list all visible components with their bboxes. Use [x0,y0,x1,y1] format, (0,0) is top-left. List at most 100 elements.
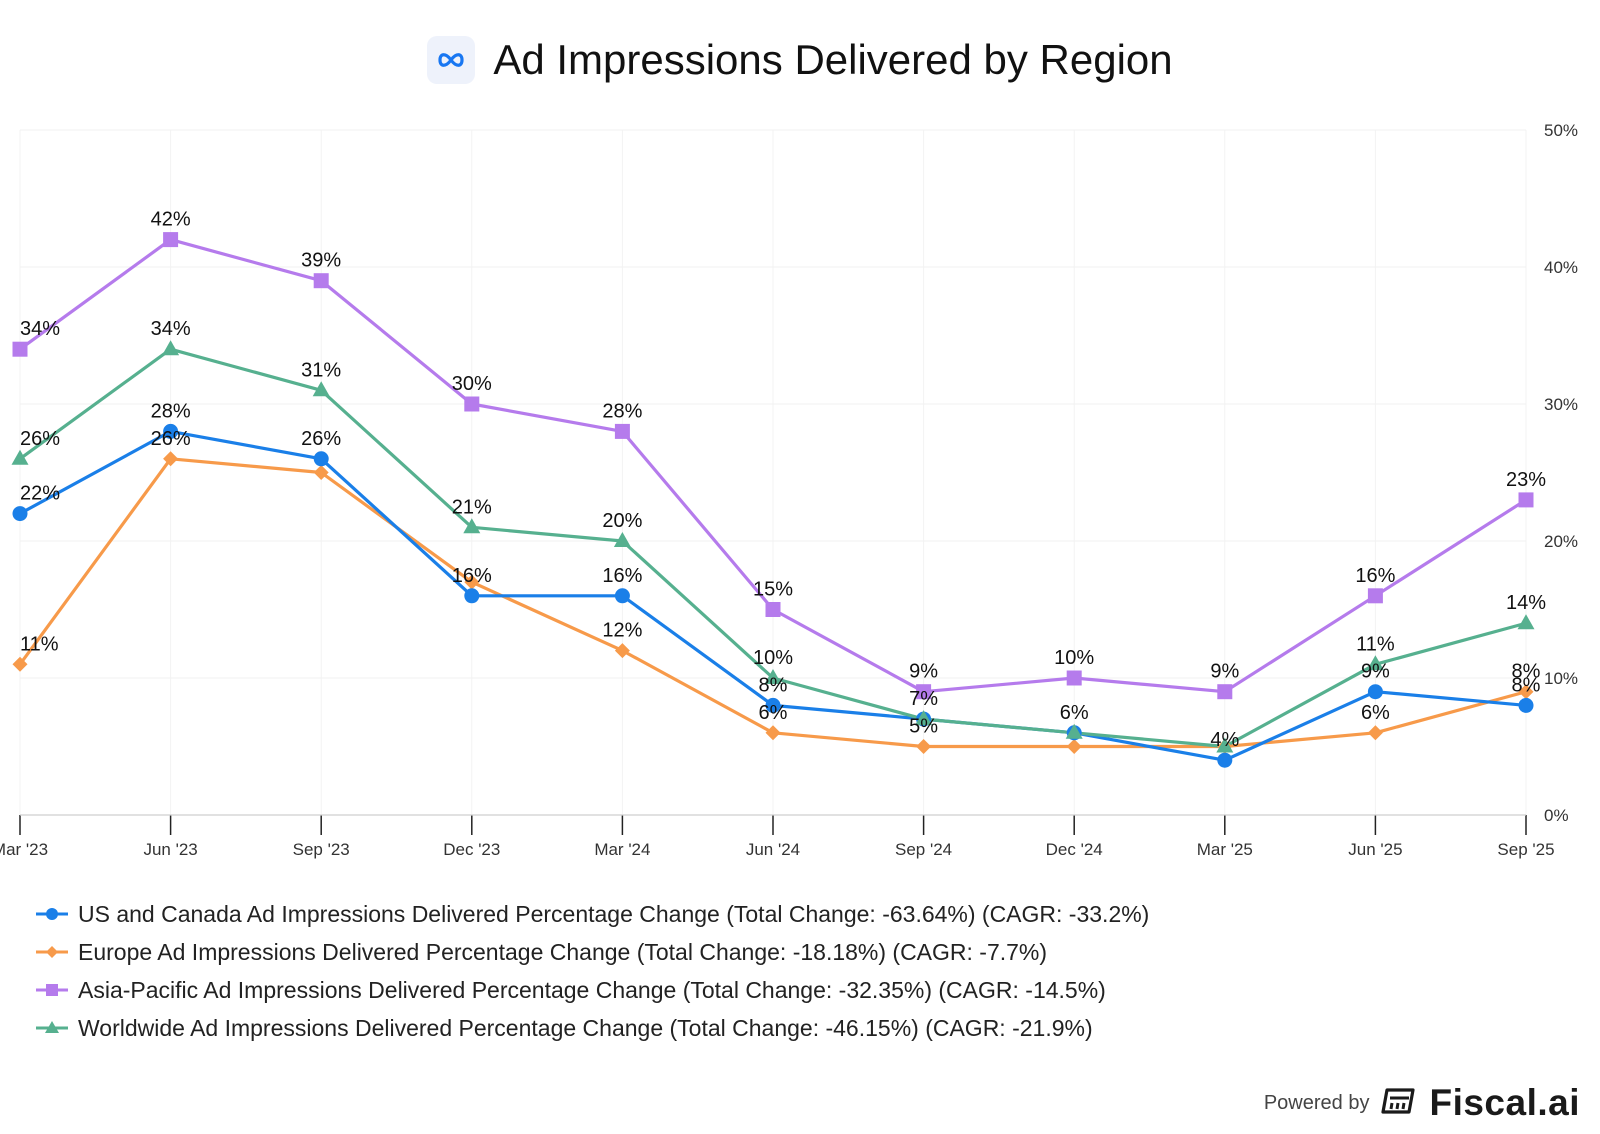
data-label: 23% [1506,469,1546,491]
data-point-0 [163,423,179,439]
data-label: 8% [759,674,788,696]
data-point-3 [11,449,29,465]
legend-item[interactable]: US and Canada Ad Impressions Delivered P… [34,895,1149,933]
data-label: 9% [1361,661,1390,683]
data-point-0 [1367,684,1383,700]
legend-label: Asia-Pacific Ad Impressions Delivered Pe… [78,976,1106,1003]
data-point-3 [1065,723,1083,739]
data-label: 10% [753,647,793,669]
data-label: 26% [20,428,60,450]
data-label: 26% [301,428,341,450]
data-label: 39% [301,250,341,272]
data-point-1 [1066,739,1082,754]
y-tick-label: 10% [1544,669,1578,688]
data-point-0 [1518,697,1534,713]
data-point-3 [764,669,782,684]
data-label: 9% [909,661,938,683]
data-label: 8% [1512,661,1541,683]
legend-marker-square [36,984,68,996]
data-point-3 [463,518,481,534]
data-label: 5% [909,716,938,738]
x-tick-label: Sep '25 [1497,840,1554,859]
data-point-3 [312,381,330,397]
legend-label: US and Canada Ad Impressions Delivered P… [78,900,1150,927]
legend-marker-diamond [36,946,68,958]
data-point-1 [916,739,932,754]
data-label: 11% [1356,633,1395,655]
legend-item[interactable]: Worldwide Ad Impressions Delivered Perce… [34,1009,1149,1047]
fiscal-ai-logo-icon [1381,1086,1417,1121]
data-label: 14% [1506,592,1546,614]
data-point-1 [1518,684,1534,700]
chart-title: Ad Impressions Delivered by Region [493,36,1173,83]
data-point-3 [1366,655,1384,671]
x-tick-label: Jun '24 [746,840,800,859]
data-point-1 [765,725,781,741]
y-tick-label: 50% [1544,121,1578,140]
data-point-1 [163,451,179,467]
data-point-1 [464,574,480,590]
data-point-2 [464,396,480,412]
x-tick-label: Sep '23 [293,840,350,859]
x-tick-label: Jun '25 [1348,840,1402,859]
data-label: 28% [602,400,642,422]
x-tick-label: Dec '23 [443,840,500,859]
data-point-1 [12,656,28,672]
x-axis: Mar '23 Jun '23 Sep '23 Dec '23 Mar '24 Jun '… [0,814,1555,859]
data-label: 42% [151,209,191,231]
data-label: 30% [452,373,492,395]
data-point-3 [613,532,631,547]
data-point-0 [765,697,781,713]
data-label: 15% [753,579,793,601]
x-tick-label: Mar '23 [0,840,48,859]
y-axis: 0% 10% 20% 30% 40% 50% [1544,121,1578,825]
data-point-3 [915,710,933,726]
data-point-2 [765,602,781,617]
y-tick-label: 20% [1544,532,1578,551]
x-tick-label: Sep '24 [895,840,952,859]
x-tick-label: Dec '24 [1046,840,1103,859]
data-label: 11% [20,633,59,655]
data-point-1 [614,643,630,659]
data-point-2 [916,684,932,700]
data-point-2 [1066,670,1082,686]
fiscal-ai-brand: Fiscal.ai [1429,1082,1580,1123]
data-point-0 [464,588,480,604]
legend-item[interactable]: Asia-Pacific Ad Impressions Delivered Pe… [34,971,1149,1009]
chart-header: Ad Impressions Delivered by Region [0,30,1600,90]
line-chart: Mar '23 Jun '23 Sep '23 Dec '23 Mar '24 Jun '… [0,121,1578,859]
data-point-2 [1367,588,1383,604]
data-label: 34% [20,318,60,340]
data-label: 9% [1210,661,1239,683]
legend-marker-circle [36,908,68,920]
y-tick-label: 40% [1544,258,1578,277]
data-point-0 [313,451,329,467]
data-label: 4% [1210,729,1239,751]
data-point-0 [614,588,630,604]
data-labels: 22% 28% 26% 16% 16% 8% 7% 6% 4% 9% 8% 11% 26% 12% 6% 5%… [20,209,1546,752]
data-point-3 [1216,737,1234,753]
data-label: 16% [1355,565,1395,587]
data-label: 31% [301,359,341,381]
data-label: 28% [151,400,191,422]
data-point-1 [1367,725,1383,741]
data-label: 16% [452,565,492,587]
data-label: 6% [1060,702,1089,724]
legend-label: Europe Ad Impressions Delivered Percenta… [78,938,1048,965]
data-point-2 [1518,492,1534,508]
y-tick-label: 0% [1544,806,1569,825]
data-point-2 [313,273,329,289]
data-label: 22% [20,483,60,505]
powered-by-text: Powered by [1263,1091,1370,1114]
data-label: 16% [602,565,642,587]
data-point-3 [162,340,180,356]
data-label: 6% [1361,702,1390,724]
data-point-2 [12,341,28,357]
data-label: 20% [602,510,642,532]
footer: Powered by Fiscal.ai [1264,1082,1580,1124]
legend-item[interactable]: Europe Ad Impressions Delivered Percenta… [34,933,1149,971]
data-point-1 [313,465,329,480]
data-label: 21% [452,496,492,518]
data-label: 26% [151,428,191,450]
x-tick-label: Jun '23 [143,840,197,859]
